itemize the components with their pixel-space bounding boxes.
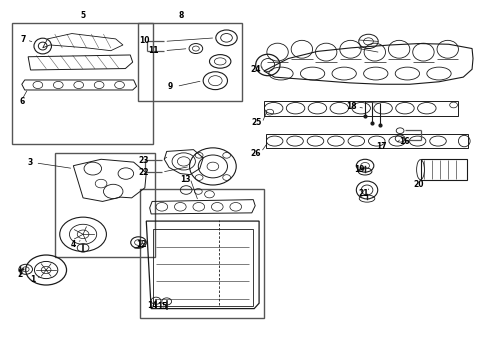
Text: 16: 16: [398, 137, 408, 146]
Text: 14: 14: [146, 301, 157, 310]
Text: 1: 1: [30, 275, 36, 284]
Text: 12: 12: [136, 240, 146, 249]
Text: 3: 3: [28, 158, 33, 167]
Text: 17: 17: [376, 141, 386, 150]
Text: 13: 13: [180, 175, 190, 184]
Text: 6: 6: [19, 97, 24, 106]
Text: 9: 9: [167, 82, 173, 91]
Text: 22: 22: [138, 168, 148, 177]
Text: 25: 25: [251, 118, 261, 127]
Bar: [140, 189, 264, 318]
Text: 18: 18: [346, 102, 356, 111]
Text: 24: 24: [249, 65, 260, 74]
Text: 20: 20: [412, 180, 423, 189]
Text: 21: 21: [357, 189, 367, 198]
Text: 5: 5: [81, 11, 85, 20]
Bar: [264, 101, 458, 116]
Text: 4: 4: [71, 240, 76, 249]
Bar: [12, 23, 153, 144]
Bar: [137, 23, 242, 102]
Text: 7: 7: [20, 36, 26, 45]
Text: 8: 8: [178, 11, 183, 20]
Text: 23: 23: [138, 156, 148, 165]
Text: 26: 26: [249, 149, 260, 158]
Text: 10: 10: [139, 36, 150, 45]
Text: 15: 15: [157, 302, 168, 311]
Text: 11: 11: [147, 46, 158, 55]
Bar: [55, 153, 154, 257]
Text: 19: 19: [353, 165, 364, 174]
Bar: [266, 134, 467, 148]
Bar: [420, 159, 466, 180]
Text: 2: 2: [17, 270, 22, 279]
Bar: [153, 229, 252, 306]
